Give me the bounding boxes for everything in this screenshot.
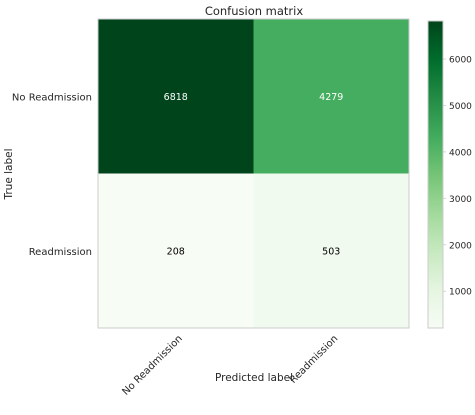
x-axis-label: Predicted label bbox=[215, 372, 293, 384]
matrix-cell bbox=[98, 173, 254, 329]
colorbar-tick-label: 6000 bbox=[449, 55, 472, 65]
colorbar bbox=[427, 20, 444, 329]
colorbar-tick-label: 4000 bbox=[449, 148, 472, 158]
y-tick-labels: No Readmission Readmission bbox=[12, 92, 92, 258]
x-tick-label: No Readmission bbox=[120, 333, 184, 397]
cell-value-label: 6818 bbox=[164, 92, 188, 103]
cell-value-label: 4279 bbox=[319, 92, 343, 103]
colorbar-tick-label: 1000 bbox=[449, 288, 472, 298]
cell-value-label: 503 bbox=[322, 246, 340, 257]
colorbar-tick-label: 2000 bbox=[449, 241, 472, 251]
y-axis-label: True label bbox=[3, 148, 15, 200]
colorbar-tick-labels: 1000 2000 3000 4000 5000 6000 bbox=[443, 55, 472, 298]
matrix-cells: 6818 4279 208 503 bbox=[98, 19, 410, 329]
chart-title: Confusion matrix bbox=[205, 4, 304, 18]
colorbar-tick-label: 3000 bbox=[449, 195, 472, 205]
matrix-border bbox=[97, 18, 410, 329]
matrix-cell bbox=[253, 19, 410, 174]
y-tick-label: No Readmission bbox=[12, 92, 92, 103]
x-tick-labels: No Readmission Readmission bbox=[120, 333, 340, 397]
matrix-cell bbox=[253, 173, 410, 329]
x-tick-label: Readmission bbox=[288, 333, 341, 386]
cell-value-label: 208 bbox=[167, 246, 185, 257]
y-tick-label: Readmission bbox=[29, 247, 92, 258]
colorbar-tick-label: 5000 bbox=[449, 102, 472, 112]
matrix-cell bbox=[98, 19, 254, 174]
